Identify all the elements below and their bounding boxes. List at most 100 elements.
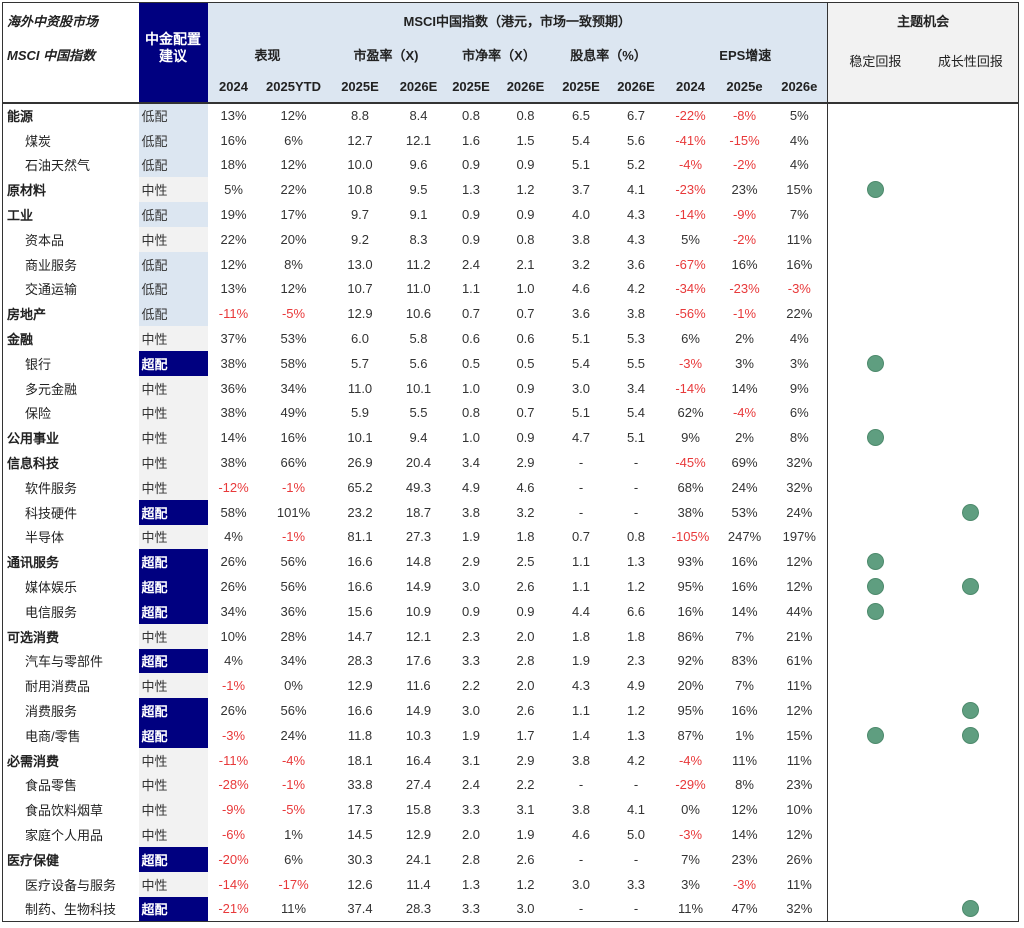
value-cell: 5.4 <box>626 405 646 421</box>
sector-name: 耐用消费品 <box>25 679 91 695</box>
allocation-rating: 低配 <box>138 301 208 327</box>
allocation-rating: 低配 <box>138 251 208 277</box>
value-cell: 5.1 <box>571 331 591 347</box>
sector-name: 信息科技 <box>7 456 60 472</box>
value-cell: 3.4 <box>626 380 646 396</box>
value-cell: 24% <box>786 504 813 520</box>
value-cell: 12% <box>786 579 813 595</box>
sector-name: 保险 <box>25 406 52 422</box>
value-cell: 15% <box>786 182 813 198</box>
value-cell: 6% <box>789 405 809 421</box>
value-cell: 10.1 <box>347 430 373 446</box>
value-cell: 4% <box>789 157 809 173</box>
table-row: 商业服务 低配 12% 8% 13.0 11.2 2.4 2.1 3.2 3.6 -67% 16% 16… <box>3 251 1019 277</box>
value-cell: 27.4 <box>405 777 432 793</box>
value-cell: 5% <box>771 102 828 128</box>
sector-name: 石油天然气 <box>25 158 91 174</box>
value-cell: 0.8 <box>497 102 554 128</box>
value-cell: 13% <box>207 102 260 128</box>
value-cell: -12% <box>218 479 249 495</box>
theme-stable-cell <box>827 698 923 723</box>
theme-dot-icon <box>866 602 884 620</box>
value-cell: 5.3 <box>626 331 646 347</box>
value-cell: 3.8 <box>571 752 591 768</box>
value-cell: 5% <box>681 231 700 247</box>
value-cell: -20% <box>218 851 249 867</box>
allocation-rating: 中性 <box>138 772 208 798</box>
theme-growth-cell <box>923 773 1019 798</box>
value-cell: 4% <box>224 529 243 545</box>
theme-stable-cell <box>827 797 923 823</box>
value-cell: -56% <box>675 306 706 322</box>
value-cell: 5.2 <box>626 157 646 173</box>
value-cell: 1.1 <box>571 703 591 719</box>
theme-growth-cell <box>923 897 1019 922</box>
value-cell: -4% <box>281 752 306 768</box>
value-cell: 9.6 <box>409 157 428 173</box>
table-row: 工业 低配 19% 17% 9.7 9.1 0.9 0.9 4.0 4.3 -14% -9% 7% <box>3 202 1019 227</box>
theme-stable-cell <box>827 524 923 550</box>
value-cell: 9% <box>789 380 809 396</box>
year-header: 2025YTD <box>259 71 328 103</box>
value-cell: 8% <box>284 256 303 272</box>
table-row: 食品饮料烟草 中性 -9% -5% 17.3 15.8 3.3 3.1 3.8 4.1 0% 12% 1… <box>3 797 1019 823</box>
value-cell: 10.8 <box>347 182 373 198</box>
theme-stable-header: 稳定回报 <box>827 37 923 103</box>
value-cell: 0% <box>284 678 303 694</box>
value-cell: 3.3 <box>461 901 481 917</box>
value-cell: 1.3 <box>461 182 481 198</box>
value-cell: 12.9 <box>405 827 432 842</box>
value-cell: 16.6 <box>347 554 373 570</box>
value-cell: 38% <box>220 405 247 421</box>
theme-dot-icon <box>866 578 884 596</box>
value-cell: 14.7 <box>347 628 373 644</box>
value-cell: 37.4 <box>347 901 373 917</box>
theme-stable-cell <box>827 871 923 897</box>
value-cell: -9% <box>221 802 246 818</box>
value-cell: 7% <box>735 628 754 644</box>
value-cell: 2.1 <box>516 256 535 272</box>
value-cell: 4.0 <box>571 207 591 223</box>
value-cell: 5.6 <box>626 132 646 148</box>
theme-stable-cell <box>827 499 923 525</box>
value-cell: 2.0 <box>461 827 481 842</box>
value-cell: 12% <box>259 102 328 128</box>
value-cell: 5.1 <box>571 405 591 421</box>
value-cell: 0.9 <box>461 231 481 247</box>
value-cell: 6.5 <box>553 102 609 128</box>
value-cell: 0.8 <box>461 405 481 421</box>
value-cell: 2.9 <box>516 752 535 768</box>
value-cell: 5.5 <box>409 405 428 421</box>
value-cell: 28.3 <box>405 901 432 917</box>
value-cell: -15% <box>729 132 760 148</box>
sector-name: 制药、生物科技 <box>25 902 117 918</box>
subgroup-eps-growth: EPS增速 <box>663 37 828 71</box>
value-cell: 5.9 <box>350 405 370 421</box>
value-cell: -3% <box>732 876 757 892</box>
value-cell: 4.3 <box>571 678 591 694</box>
value-cell: 4.9 <box>626 678 646 694</box>
value-cell: 36% <box>220 380 247 396</box>
value-cell: 16% <box>677 603 704 619</box>
value-cell: 2.0 <box>516 678 535 694</box>
theme-dot-icon <box>866 553 884 571</box>
value-cell: 7% <box>789 207 809 223</box>
table-row: 制药、生物科技 超配 -21% 11% 37.4 28.3 3.3 3.0 - - 11% 47% 32… <box>3 896 1019 922</box>
value-cell: -5% <box>281 802 306 818</box>
value-cell: 14% <box>731 603 758 619</box>
value-cell: 4.6 <box>571 827 591 842</box>
sector-name: 多元金融 <box>25 381 78 397</box>
value-cell: -4% <box>678 752 703 768</box>
value-cell: 38% <box>677 504 704 520</box>
value-cell: 5.1 <box>626 430 646 446</box>
allocation-rating: 中性 <box>138 400 208 426</box>
value-cell: 5.5 <box>626 355 646 371</box>
value-cell: 1.9 <box>571 653 591 669</box>
value-cell: 56% <box>280 554 307 570</box>
allocation-rating: 中性 <box>138 226 208 252</box>
value-cell: 247% <box>727 529 762 545</box>
value-cell: 3% <box>681 876 700 892</box>
allocation-rating: 超配 <box>138 499 208 525</box>
value-cell: 2.6 <box>516 579 535 595</box>
